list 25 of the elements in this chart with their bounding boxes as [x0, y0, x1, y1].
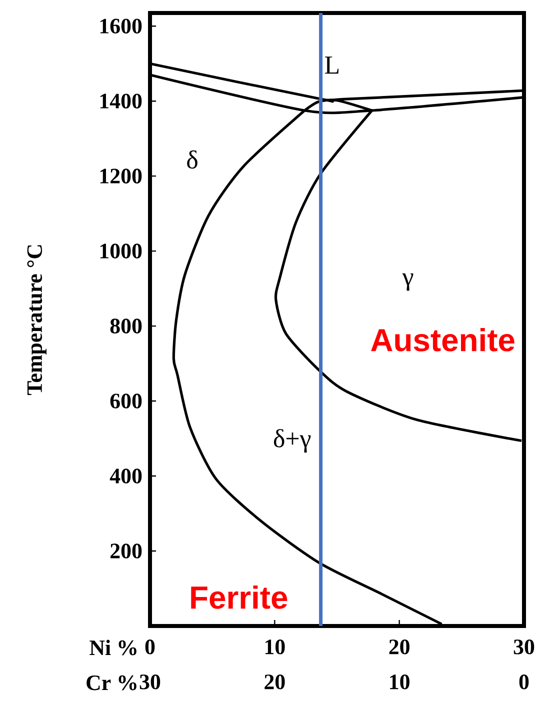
annotation: δ [187, 150, 198, 169]
annotation: Ferrite [191, 585, 288, 609]
x-tick-label: 10 [265, 640, 285, 654]
y-tick-label: 800 [110, 318, 142, 334]
y-tick-label: 1200 [100, 168, 142, 184]
x-tick-label: 30 [514, 640, 534, 654]
annotation: Austenite [371, 328, 514, 352]
x2-tick-label: 10 [390, 674, 410, 690]
x2-tick-label: 30 [140, 674, 160, 690]
y-tick-label: 400 [110, 468, 142, 484]
annotation: γ [402, 273, 414, 291]
x2-tick-label: 0 [519, 674, 529, 690]
annotation: L [324, 56, 338, 74]
y-tick-label: 1000 [100, 244, 142, 258]
x2-tick-label: 20 [264, 674, 285, 690]
x-axis-title: Ni % [90, 640, 136, 656]
x-tick-label: 20 [389, 640, 410, 654]
x2-axis-title: Cr % [86, 675, 136, 690]
y-tick-label: 200 [110, 544, 142, 558]
y-axis-title: Temperature °C [27, 245, 46, 396]
y-tick-label: 1400 [100, 94, 142, 108]
y-tick-label: 600 [110, 394, 142, 408]
annotation: δ+γ [274, 429, 311, 453]
x-tick-label: 0 [145, 640, 155, 654]
y-tick-label: 1600 [100, 18, 142, 34]
